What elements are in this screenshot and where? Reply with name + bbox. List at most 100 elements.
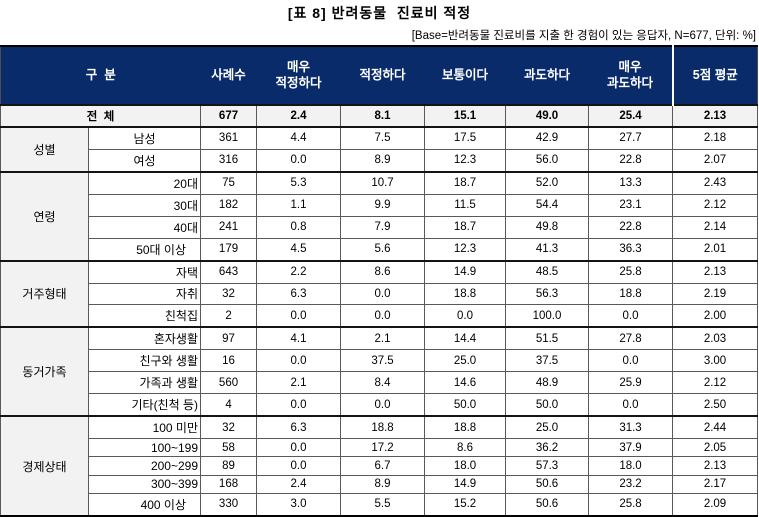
cell-value: 2.4 bbox=[256, 104, 342, 128]
group-label: 성별 bbox=[0, 125, 89, 173]
cell-value: 6.3 bbox=[256, 282, 342, 306]
table-row: 동거가족 혼자생활 97 4.1 2.1 14.4 51.5 27.8 2.03 bbox=[0, 326, 759, 417]
cell-value: 643 bbox=[200, 259, 258, 284]
cell-value: 2.50 bbox=[672, 393, 759, 417]
row-label: 가족과 생활 bbox=[87, 371, 202, 395]
column-header: 보통이다 bbox=[424, 46, 506, 105]
cell-value: 25.4 bbox=[588, 104, 674, 128]
cell-value: 2 bbox=[200, 304, 258, 328]
row-label: 400 이상 bbox=[87, 492, 202, 517]
row-label: 자택 bbox=[87, 259, 202, 284]
cell-value: 52.0 bbox=[505, 170, 590, 195]
cell-value: 37.5 bbox=[505, 349, 590, 373]
cell-value: 2.44 bbox=[672, 415, 759, 440]
cell-value: 361 bbox=[200, 125, 258, 150]
row-label: 남성 bbox=[87, 125, 202, 150]
cell-value: 2.01 bbox=[672, 237, 759, 262]
cell-value: 17.5 bbox=[424, 125, 507, 150]
cell-value: 13.3 bbox=[588, 170, 674, 195]
table-row: 경제상태 100 미만 32 6.3 18.8 18.8 25.0 31.3 2.44 bbox=[0, 415, 759, 517]
row-label: 여성 bbox=[87, 148, 202, 173]
table-row: 성별 남성 361 4.4 7.5 17.5 42.9 27.7 2.18 bbox=[0, 125, 759, 173]
header-row: 구 분 사례수 매우 적정하다 적정하다 보통이다 과도하다 매우 과도하다 5점 평균 bbox=[0, 46, 758, 105]
cell-value: 6.3 bbox=[256, 415, 342, 440]
table-row: 친척집 2 0.0 0.0 0.0 100.0 0.0 2.00 bbox=[1, 304, 759, 328]
row-label: 30대 bbox=[87, 193, 202, 217]
row-label: 100 미만 bbox=[87, 415, 202, 440]
table-row: 30대 182 1.1 9.9 11.5 54.4 23.1 2.12 bbox=[1, 193, 759, 217]
cell-value: 2.13 bbox=[672, 456, 759, 476]
row-label: 50대 이상 bbox=[87, 237, 202, 262]
cell-value: 2.19 bbox=[672, 282, 759, 306]
total-label: 전 체 bbox=[0, 104, 202, 128]
row-label: 혼자생활 bbox=[87, 326, 202, 351]
cell-value: 37.5 bbox=[340, 349, 426, 373]
cell-value: 0.0 bbox=[340, 393, 426, 417]
cell-value: 50.6 bbox=[505, 492, 590, 517]
cell-value: 241 bbox=[200, 215, 258, 239]
cell-value: 23.2 bbox=[588, 474, 674, 494]
row-label: 친구와 생활 bbox=[87, 349, 202, 373]
cell-value: 18.8 bbox=[340, 415, 426, 440]
table-header: 구 분 사례수 매우 적정하다 적정하다 보통이다 과도하다 매우 과도하다 5점 평균 bbox=[0, 46, 758, 105]
cell-value: 97 bbox=[200, 326, 258, 351]
table-row: 300~399 168 2.4 8.9 14.9 50.6 23.2 2.17 bbox=[1, 474, 759, 494]
row-label: 100~199 bbox=[87, 438, 202, 458]
cell-value: 6.7 bbox=[340, 456, 426, 476]
cell-value: 11.5 bbox=[424, 193, 507, 217]
cell-value: 2.18 bbox=[672, 125, 759, 150]
cell-value: 18.0 bbox=[588, 456, 674, 476]
cell-value: 179 bbox=[200, 237, 258, 262]
cell-value: 0.0 bbox=[340, 282, 426, 306]
cell-value: 27.8 bbox=[588, 326, 674, 351]
table-row: 기타(친척 등) 4 0.0 0.0 50.0 50.0 0.0 2.50 bbox=[1, 393, 759, 417]
row-label: 기타(친척 등) bbox=[87, 393, 202, 417]
column-header: 과도하다 bbox=[505, 46, 589, 105]
cell-value: 2.2 bbox=[256, 259, 342, 284]
cell-value: 50.0 bbox=[505, 393, 590, 417]
total-row: 전 체 677 2.4 8.1 15.1 49.0 25.4 2.13 bbox=[0, 104, 759, 128]
cell-value: 2.03 bbox=[672, 326, 759, 351]
cell-value: 25.8 bbox=[588, 259, 674, 284]
cell-value: 0.0 bbox=[256, 393, 342, 417]
table-row: 400 이상 330 3.0 5.5 15.2 50.6 25.8 2.09 bbox=[1, 492, 759, 517]
cell-value: 4 bbox=[200, 393, 258, 417]
cell-value: 8.1 bbox=[340, 104, 426, 128]
cell-value: 2.13 bbox=[672, 104, 759, 128]
cell-value: 0.0 bbox=[588, 393, 674, 417]
cell-value: 25.9 bbox=[588, 371, 674, 395]
cell-value: 18.8 bbox=[424, 282, 507, 306]
cell-value: 18.7 bbox=[424, 215, 507, 239]
cell-value: 36.2 bbox=[505, 438, 590, 458]
cell-value: 75 bbox=[200, 170, 258, 195]
cell-value: 168 bbox=[200, 474, 258, 494]
cell-value: 0.0 bbox=[256, 304, 342, 328]
cell-value: 560 bbox=[200, 371, 258, 395]
cell-value: 32 bbox=[200, 415, 258, 440]
cell-value: 14.6 bbox=[424, 371, 507, 395]
cell-value: 41.3 bbox=[505, 237, 590, 262]
cell-value: 18.8 bbox=[424, 415, 507, 440]
cell-value: 10.7 bbox=[340, 170, 426, 195]
column-header: 매우 적정하다 bbox=[256, 46, 341, 105]
column-header: 매우 과도하다 bbox=[588, 46, 673, 105]
cell-value: 57.3 bbox=[505, 456, 590, 476]
column-header: 적정하다 bbox=[340, 46, 425, 105]
cell-value: 58 bbox=[200, 438, 258, 458]
group-label: 연령 bbox=[0, 170, 89, 262]
cell-value: 0.0 bbox=[256, 148, 342, 173]
row-label: 20대 bbox=[87, 170, 202, 195]
cell-value: 12.3 bbox=[424, 148, 507, 173]
cell-value: 18.7 bbox=[424, 170, 507, 195]
cell-value: 15.2 bbox=[424, 492, 507, 517]
cell-value: 2.09 bbox=[672, 492, 759, 517]
cell-value: 15.1 bbox=[424, 104, 507, 128]
cell-value: 89 bbox=[200, 456, 258, 476]
cell-value: 37.9 bbox=[588, 438, 674, 458]
cell-value: 23.1 bbox=[588, 193, 674, 217]
cell-value: 2.13 bbox=[672, 259, 759, 284]
cell-value: 2.43 bbox=[672, 170, 759, 195]
cell-value: 2.1 bbox=[340, 326, 426, 351]
